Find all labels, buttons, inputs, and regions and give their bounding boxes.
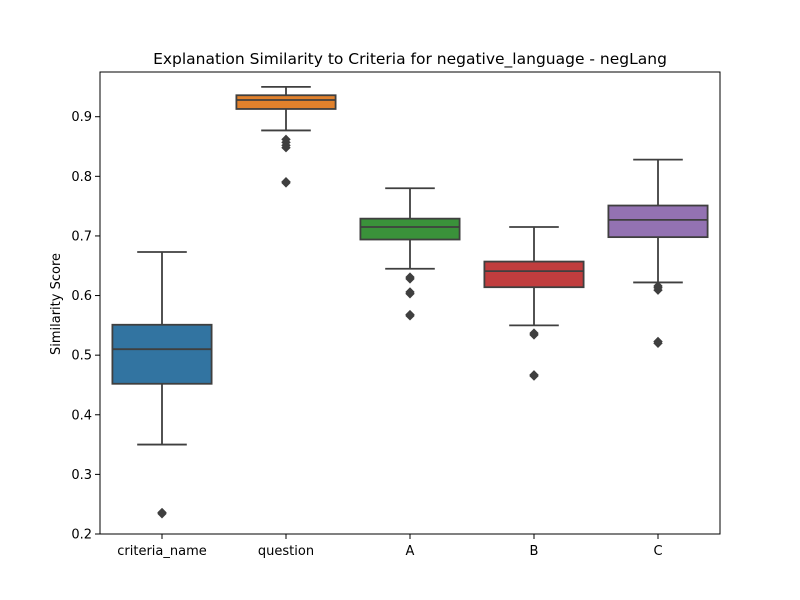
outlier-point	[653, 281, 663, 291]
y-tick-label: 0.6	[71, 289, 92, 304]
chart-title: Explanation Similarity to Criteria for n…	[153, 50, 667, 69]
outlier-point	[529, 328, 539, 338]
x-tick-label: criteria_name	[117, 544, 207, 559]
outlier-point	[529, 370, 539, 380]
box-group-b	[483, 226, 585, 381]
plot-area-frame	[99, 71, 721, 535]
x-tick-label: A	[406, 544, 415, 559]
box	[235, 94, 337, 110]
y-tick-label: 0.8	[71, 170, 92, 185]
y-tick-label: 0.3	[71, 468, 92, 483]
boxes-layer	[111, 86, 709, 519]
box-group-question	[235, 86, 337, 188]
y-tick-label: 0.5	[71, 349, 92, 364]
box-group-c	[607, 158, 709, 348]
x-tick-label: question	[258, 544, 314, 559]
outlier-point	[281, 134, 291, 145]
box	[607, 204, 709, 239]
outlier-point	[405, 309, 415, 320]
box-group-a	[359, 187, 461, 321]
y-tick-label: 0.4	[71, 408, 92, 423]
outlier-point	[405, 272, 415, 282]
outlier-point	[157, 507, 167, 518]
outlier-point	[653, 336, 663, 347]
box	[483, 260, 585, 289]
y-tick-label: 0.2	[71, 528, 92, 543]
outlier-point	[281, 176, 291, 187]
box-group-criteria-name	[111, 251, 213, 519]
ticks-layer: 0.2 0.3 0.4 0.5 0.6 0.7 0.8 0.9 criteria_name que…	[71, 110, 662, 559]
x-tick-label: C	[653, 544, 662, 559]
y-axis-label: Similarity Score	[49, 253, 64, 355]
outlier-point	[405, 287, 415, 297]
x-tick-label: B	[530, 544, 539, 559]
y-tick-label: 0.7	[71, 229, 92, 244]
box	[111, 323, 213, 385]
y-tick-label: 0.9	[71, 110, 92, 125]
box	[359, 217, 461, 241]
